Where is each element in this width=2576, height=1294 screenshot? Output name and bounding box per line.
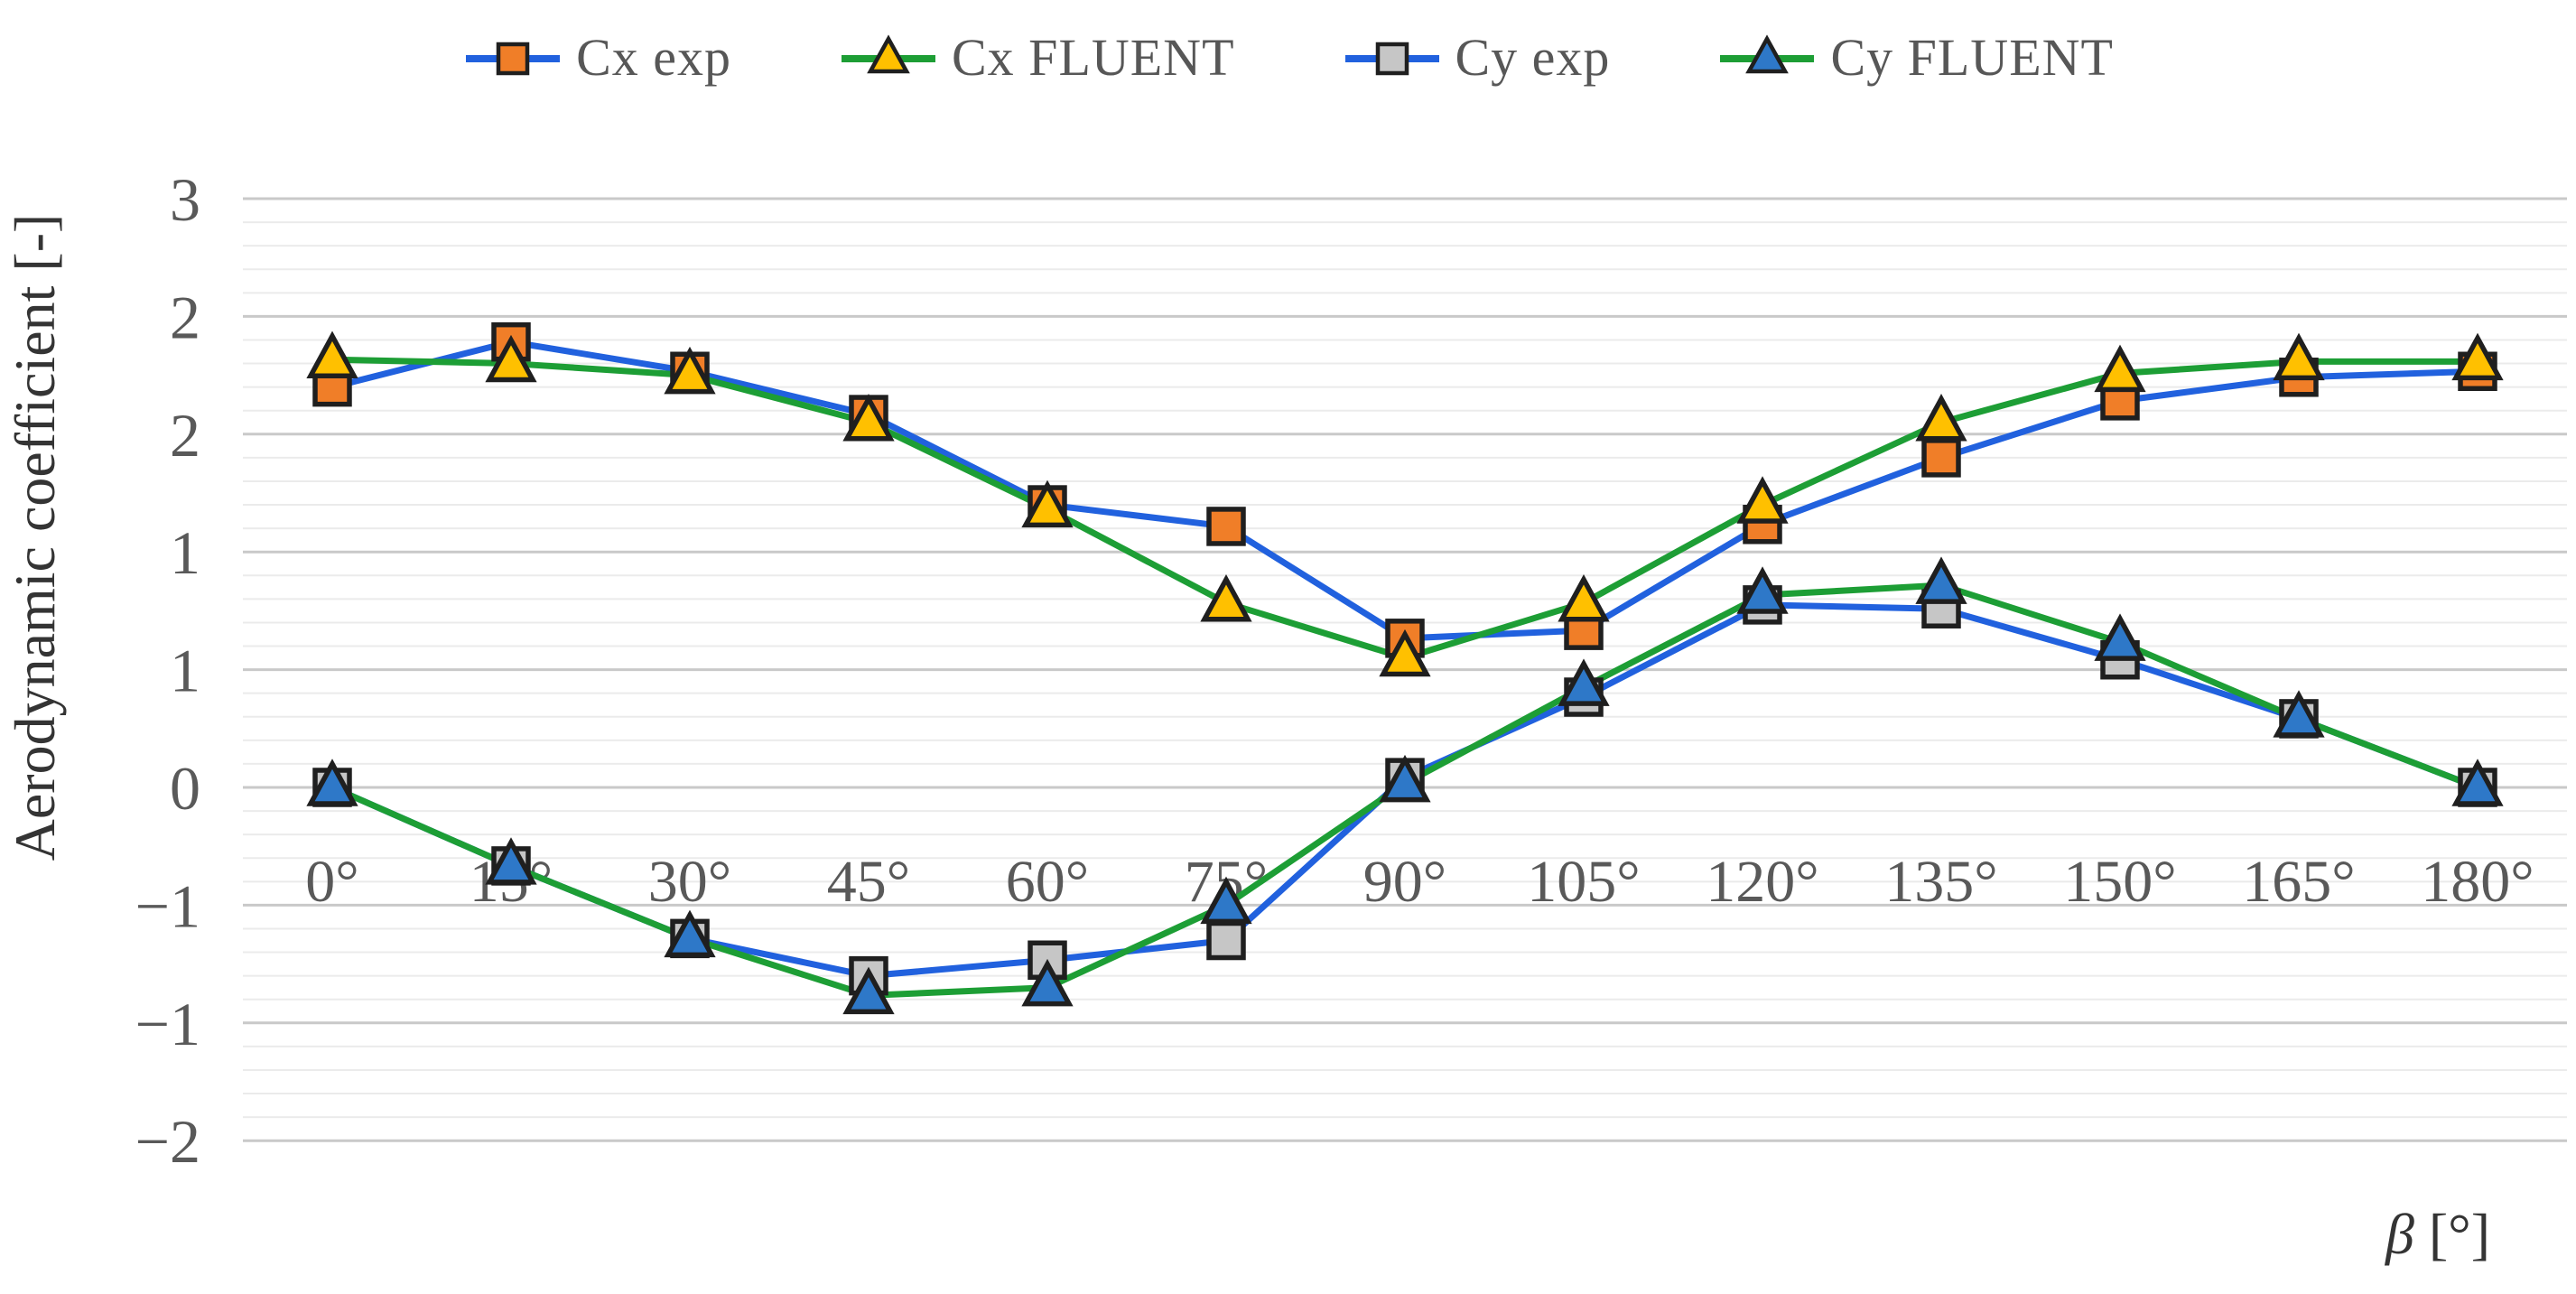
legend-square-marker-icon [1344, 42, 1439, 75]
marker-cx-fluent-0°[interactable] [306, 330, 358, 378]
marker-cx-fluent-105°[interactable] [1558, 573, 1610, 622]
series-line-cx-fluent[interactable] [329, 356, 2481, 662]
y-tick-label: −1 [135, 871, 200, 940]
marker-cy-fluent-60°[interactable] [1021, 958, 1074, 1007]
marker-cx-fluent-75°[interactable] [1200, 573, 1252, 622]
marker-cy-fluent-0°[interactable] [306, 759, 358, 806]
marker-cx-fluent-150°[interactable] [2094, 344, 2146, 393]
y-axis-title: Aerodynamic coefficient [-] [3, 214, 67, 861]
marker-cy-fluent-90°[interactable] [1379, 754, 1431, 803]
marker-cx-fluent-180°[interactable] [2451, 332, 2504, 381]
marker-cx-fluent-135°[interactable] [1915, 394, 1967, 442]
legend-item-cy-exp[interactable]: Cy exp [1342, 27, 1611, 88]
marker-cy-fluent-150°[interactable] [2094, 613, 2146, 661]
marker-cy-fluent-15°[interactable] [485, 837, 537, 885]
legend-label: Cy FLUENT [1830, 28, 2114, 87]
legend-item-cy-fluent[interactable]: Cy FLUENT [1716, 27, 2114, 88]
marker-cx-fluent-15°[interactable] [485, 334, 537, 383]
marker-cy-fluent-180°[interactable] [2451, 759, 2504, 806]
marker-cx-exp-135°[interactable] [1921, 438, 1961, 478]
x-tick-label: 150° [2063, 849, 2176, 915]
marker-cy-fluent-75°[interactable] [1200, 876, 1252, 925]
marker-cx-fluent-60°[interactable] [1021, 479, 1074, 528]
x-tick-label: 30° [648, 849, 731, 915]
y-tick-label: 2 [170, 283, 200, 351]
marker-cx-fluent-30°[interactable] [664, 346, 716, 395]
marker-cy-fluent-105°[interactable] [1558, 658, 1610, 706]
marker-cy-fluent-120°[interactable] [1736, 566, 1789, 614]
legend-square-marker-icon [466, 42, 561, 75]
marker-cy-exp-75°[interactable] [1206, 920, 1246, 961]
marker-cy-fluent-165°[interactable] [2273, 690, 2325, 738]
marker-cy-fluent-135°[interactable] [1915, 556, 1967, 604]
marker-cx-fluent-165°[interactable] [2273, 332, 2325, 381]
y-tick-label: −1 [135, 990, 200, 1058]
marker-cx-fluent-45°[interactable] [842, 394, 895, 442]
legend-item-cx-fluent[interactable]: Cx FLUENT [838, 27, 1235, 88]
legend-label: Cy exp [1455, 28, 1611, 87]
y-tick-label: 1 [170, 637, 200, 705]
marker-cx-fluent-120°[interactable] [1736, 476, 1789, 524]
legend-label: Cx FLUENT [952, 28, 1235, 87]
y-tick-label: −2 [135, 1107, 200, 1176]
legend: Cx exp Cx FLUENT Cy exp Cy FLUENT [0, 27, 2576, 88]
legend-triangle-marker-icon [842, 33, 935, 73]
x-tick-label: 60° [1006, 849, 1089, 915]
y-tick-label: 0 [170, 754, 200, 823]
legend-triangle-marker-icon [1720, 33, 1815, 73]
marker-cx-exp-75°[interactable] [1206, 507, 1246, 546]
y-tick-label: 2 [170, 401, 200, 470]
x-tick-label: 135° [1884, 849, 1997, 915]
x-tick-label: 0° [305, 849, 358, 915]
y-tick-label: 3 [170, 165, 200, 234]
x-tick-label: 180° [2421, 849, 2534, 915]
legend-label: Cx exp [576, 28, 731, 87]
x-tick-label: 120° [1706, 849, 1818, 915]
x-tick-label: 105° [1527, 849, 1640, 915]
y-tick-label: 1 [170, 518, 200, 587]
x-tick-label: 90° [1363, 849, 1446, 915]
marker-cy-fluent-45°[interactable] [842, 966, 895, 1015]
legend-item-cx-exp[interactable]: Cx exp [462, 27, 731, 88]
marker-cx-fluent-90°[interactable] [1379, 628, 1431, 677]
x-tick-label: 165° [2242, 849, 2355, 915]
x-axis-title: β [°] [2384, 1202, 2490, 1266]
marker-cy-fluent-30°[interactable] [664, 909, 716, 958]
x-tick-label: 45° [827, 849, 910, 915]
